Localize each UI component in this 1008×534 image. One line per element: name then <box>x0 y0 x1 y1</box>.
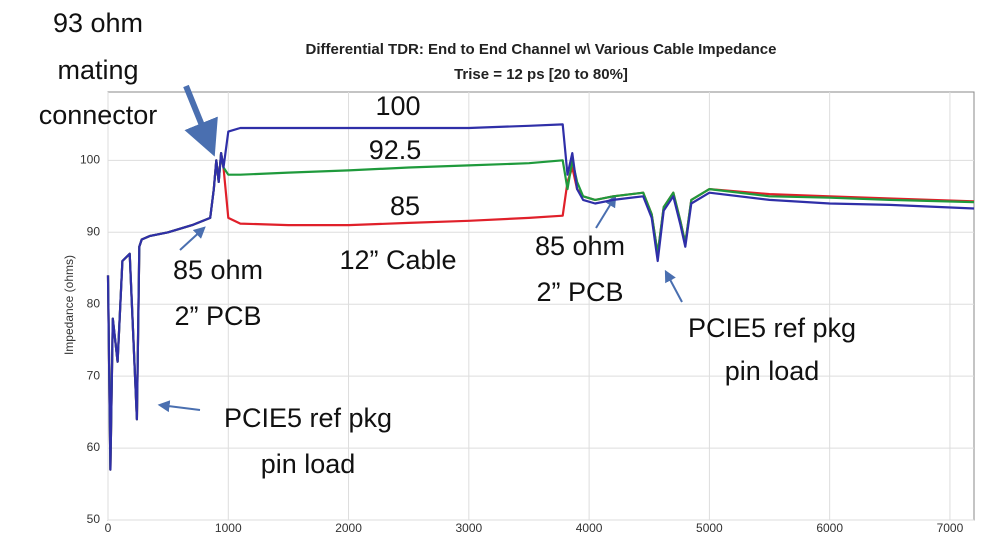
annotation: 12” Cable <box>339 245 456 275</box>
arrow <box>595 194 617 229</box>
grid <box>107 92 974 521</box>
y-tick-label: 60 <box>87 440 101 454</box>
arrow <box>183 84 218 157</box>
arrow <box>157 400 201 413</box>
chart-title: Differential TDR: End to End Channel w\ … <box>306 41 777 58</box>
y-tick-label: 70 <box>87 368 101 382</box>
annotation: pin load <box>725 356 820 386</box>
annotation: 2” PCB <box>174 301 261 331</box>
x-tick-label: 2000 <box>335 521 362 534</box>
y-tick-label: 90 <box>87 224 101 238</box>
x-tick-label: 6000 <box>816 521 843 534</box>
x-tick-label: 4000 <box>576 521 603 534</box>
y-axis-label: Impedance (ohms) <box>62 255 76 355</box>
annotation: 85 ohm <box>535 231 625 261</box>
chart-subtitle: Trise = 12 ps [20 to 80%] <box>454 66 628 83</box>
annotation: 2” PCB <box>536 277 623 307</box>
x-tick-label: 3000 <box>455 521 482 534</box>
annotation: pin load <box>261 449 356 479</box>
series-line <box>106 123 975 471</box>
series-label: 85 <box>390 191 420 221</box>
x-tick-label: 7000 <box>937 521 964 534</box>
arrow <box>664 269 683 303</box>
x-tick-label: 5000 <box>696 521 723 534</box>
y-tick-label: 50 <box>87 512 101 526</box>
series-label: 100 <box>375 91 420 121</box>
annotation: 85 ohm <box>173 255 263 285</box>
annotation: mating <box>57 55 138 85</box>
x-tick-label: 0 <box>105 521 112 534</box>
x-tick-label: 1000 <box>215 521 242 534</box>
annotation: PCIE5 ref pkg <box>224 403 392 433</box>
y-tick-label: 100 <box>80 153 100 167</box>
annotation: 93 ohm <box>53 8 143 38</box>
series-label: 92.5 <box>369 135 422 165</box>
y-tick-label: 80 <box>87 296 101 310</box>
annotation: connector <box>39 100 158 130</box>
arrows <box>157 84 683 413</box>
annotation: PCIE5 ref pkg <box>688 313 856 343</box>
arrow <box>179 226 206 251</box>
